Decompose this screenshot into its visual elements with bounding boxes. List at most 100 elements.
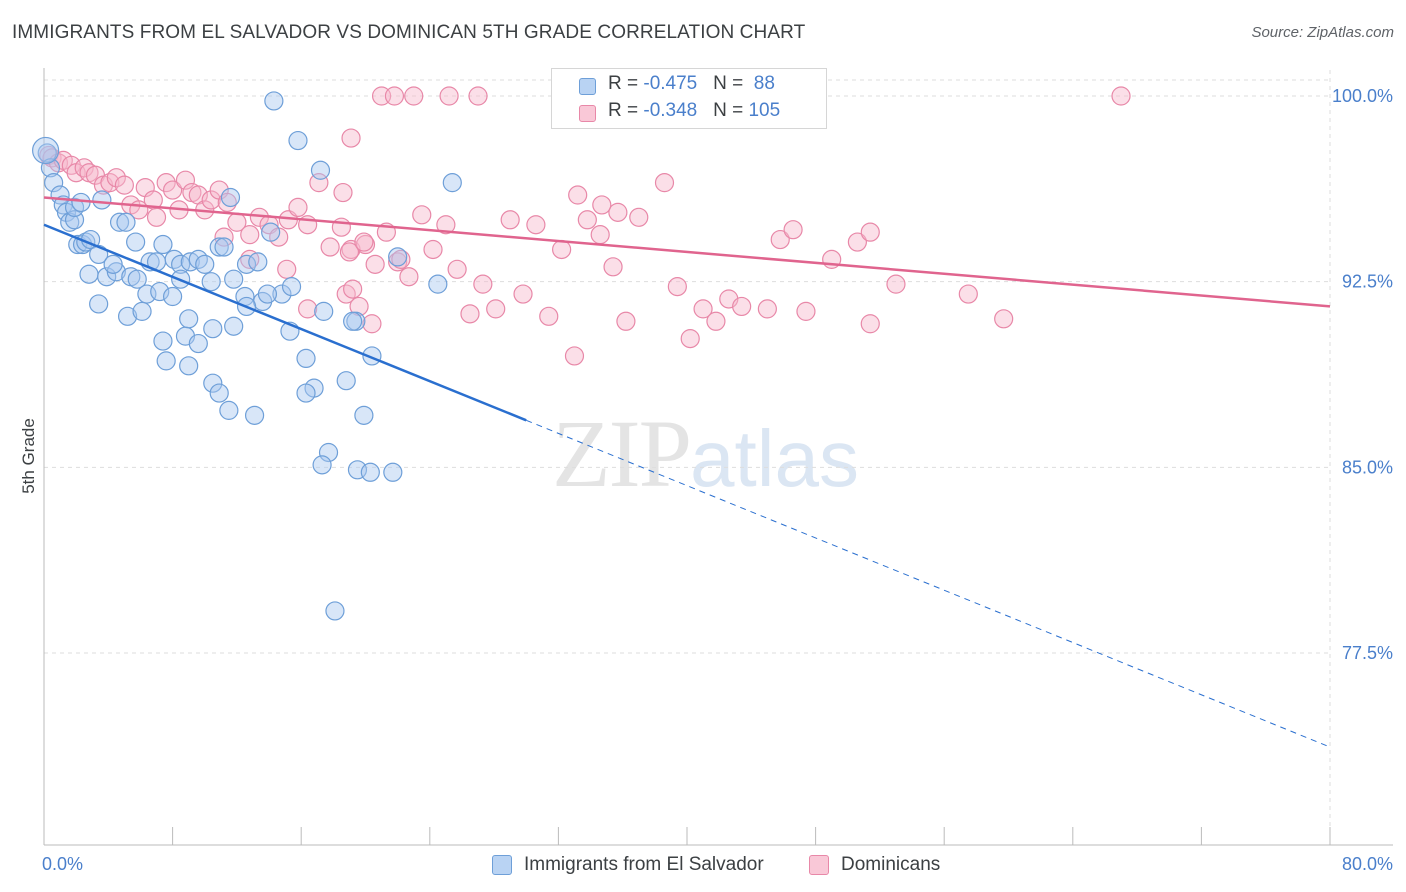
dominicans-point <box>460 304 480 324</box>
dominicans-point <box>994 309 1014 329</box>
dominicans-point <box>847 232 867 252</box>
el-salvador-point <box>383 462 403 482</box>
el-salvador-point <box>132 301 152 321</box>
el-salvador-point <box>248 252 268 272</box>
dominicans-point <box>564 346 585 366</box>
dominicans-point <box>214 227 234 247</box>
n-value: 105 <box>748 100 781 121</box>
dominicans-point <box>680 329 700 349</box>
dominicans-point <box>552 239 572 260</box>
dominicans-point <box>106 168 126 188</box>
el-salvador-legend-swatch <box>492 855 512 875</box>
el-salvador-point <box>219 400 239 420</box>
el-salvador-trend-extension <box>526 419 1331 748</box>
el-salvador-point <box>261 222 281 242</box>
r-label: R = <box>608 73 644 94</box>
r-label: R = <box>608 100 644 121</box>
dominicans-point <box>539 306 559 326</box>
el-salvador-point <box>153 234 173 255</box>
el-salvador-point <box>64 197 85 217</box>
dominicans-point <box>757 299 777 319</box>
x-tick-label: 0.0% <box>42 854 83 874</box>
el-salvador-point <box>188 249 208 269</box>
el-salvador-point <box>281 277 302 297</box>
el-salvador-point <box>156 351 176 371</box>
dominicans-point <box>384 86 405 106</box>
el-salvador-point <box>296 383 316 403</box>
dominicans-point <box>886 274 906 294</box>
el-salvador-point <box>318 442 339 463</box>
dominicans-point <box>240 225 260 245</box>
dominicans-point <box>860 314 880 334</box>
dominicans-point <box>288 197 308 217</box>
el-salvador-point <box>360 462 380 482</box>
dominicans-point <box>277 259 297 279</box>
dominicans-point <box>500 210 520 230</box>
el-salvador-point <box>32 136 60 165</box>
dominicans-point <box>439 86 459 106</box>
dominicans-point <box>175 170 196 190</box>
el-salvador-point <box>44 173 64 193</box>
el-salvador-point <box>203 319 223 339</box>
dominicans-swatch <box>579 105 596 122</box>
legend-label: Dominicans <box>841 854 941 875</box>
r-value: -0.475 <box>643 73 698 94</box>
el-salvador-point <box>79 264 99 284</box>
el-salvador-point <box>203 373 223 393</box>
el-salvador-point <box>103 254 123 274</box>
stats-legend: R = -0.475 N = 88 R = -0.348 N = 105 <box>551 68 827 129</box>
dominicans-point <box>146 207 167 227</box>
dominicans-point <box>783 220 803 240</box>
n-label: N = <box>713 100 749 121</box>
dominicans-point <box>568 185 588 205</box>
legend-item-el-salvador[interactable]: Immigrants from El Salvador <box>492 852 764 878</box>
tick-labels: 77.5% 85.0% 92.5% 100.0% 0.0% 80.0% 5th Grade <box>19 86 1393 874</box>
dominicans-point <box>412 205 432 225</box>
el-salvador-point <box>163 286 183 307</box>
source-label: Source: ZipAtlas.com <box>1251 24 1394 41</box>
n-label: N = <box>713 73 749 94</box>
dominicans-point <box>590 225 610 245</box>
dominicans-point <box>513 284 533 304</box>
el-salvador-point <box>37 143 57 163</box>
grid-layer <box>44 70 1331 845</box>
stats-row-dominicans: R = -0.348 N = 105 <box>552 100 826 126</box>
dominicans-point <box>114 175 134 195</box>
el-salvador-point <box>264 91 284 111</box>
el-salvador-point <box>343 311 363 331</box>
el-salvador-point <box>109 212 130 232</box>
legend-item-dominicans[interactable]: Dominicans <box>809 852 940 878</box>
el-salvador-point <box>288 130 308 151</box>
el-salvador-point <box>354 405 374 425</box>
dominicans-point <box>616 311 636 331</box>
el-salvador-point <box>336 371 356 391</box>
dominicans-point <box>608 202 628 222</box>
el-salvador-point <box>179 356 199 376</box>
dominicans-point <box>592 195 612 215</box>
el-salvador-point <box>195 254 215 274</box>
dominicans-point <box>163 180 183 200</box>
dominicans-point <box>629 207 649 227</box>
dominicans-point <box>333 182 353 203</box>
dominicans-point <box>391 249 411 269</box>
dominicans-point <box>354 232 374 252</box>
dominicans-point <box>436 215 456 235</box>
el-salvador-point <box>214 237 234 257</box>
dominicans-point <box>320 237 340 257</box>
x-tick-label: 80.0% <box>1342 854 1393 874</box>
dominicans-point <box>1111 86 1131 106</box>
dominicans-point <box>309 173 329 193</box>
el-salvador-point <box>314 301 334 321</box>
el-salvador-point <box>150 281 170 302</box>
dominicans-point <box>404 86 424 106</box>
el-salvador-point <box>116 212 136 232</box>
el-salvador-point <box>296 348 316 369</box>
el-salvador-point <box>325 601 345 621</box>
y-tick-label: 85.0% <box>1342 457 1393 477</box>
y-tick-label: 100.0% <box>1332 86 1393 106</box>
el-salvador-point <box>257 284 278 304</box>
el-salvador-point <box>201 272 221 292</box>
dominicans-point <box>336 284 356 304</box>
el-salvador-point <box>71 192 91 213</box>
el-salvador-point <box>92 190 112 210</box>
